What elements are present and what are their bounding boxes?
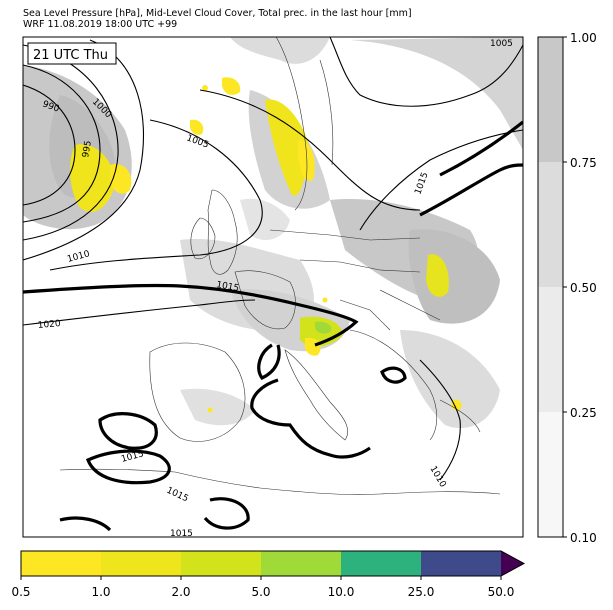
isobar-label: 995 [81,140,94,159]
cloud-tick-label: 0.25 [570,406,597,420]
cloud-cover-colorbar: 1.00 0.75 0.50 0.25 0.10 [537,31,597,545]
precip-bin [21,551,101,576]
isobar-label: 1015 [170,529,193,539]
precip-bin [181,551,261,576]
precip-tick-label: 50.0 [488,585,515,599]
precip-tick-label: 5.0 [251,585,270,599]
cloud-tick-label: 0.50 [570,281,597,295]
precip-tick-label: 10.0 [328,585,355,599]
map-panel: 990 995 1000 1005 1005 1010 1010 1015 10… [22,36,524,539]
precip-bin [261,551,341,576]
chart-title-line1: Sea Level Pressure [hPa], Mid-Level Clou… [23,8,412,19]
precip-bin [421,551,501,576]
isobar-label: 1015 [215,280,239,294]
isobar-1015-thick [23,120,523,532]
cloud-tick-label: 0.10 [570,531,597,545]
time-badge-text: 21 UTC Thu [33,48,108,63]
isobar-label: 1020 [37,319,61,331]
cloud-tick-label: 1.00 [570,31,597,45]
isobar-label: 1005 [490,39,513,49]
cloud-bin [538,287,563,412]
precipitation-layer [70,77,462,413]
precip-tick-label: 25.0 [408,585,435,599]
chart-title-line2: WRF 11.08.2019 18:00 UTC +99 [23,19,178,30]
precip-tick-label: 2.0 [171,585,190,599]
precip-bin [341,551,421,576]
precip-tick-label: 1.0 [91,585,110,599]
precip-extend-arrow [501,551,524,576]
cloud-bin [538,37,563,162]
isobars-layer [23,37,523,481]
map-frame [22,36,524,538]
precip-bin [101,551,181,576]
cloud-bin [538,162,563,287]
cloud-bin [538,412,563,537]
cloud-tick-label: 0.75 [570,156,597,170]
precip-colorbar-frame [20,550,526,577]
time-badge: 21 UTC Thu [27,42,117,65]
precip-tick-label: 0.5 [11,585,30,599]
precipitation-colorbar: 0.5 1.0 2.0 5.0 10.0 25.0 50.0 [11,550,526,599]
coastlines-layer [59,37,501,495]
